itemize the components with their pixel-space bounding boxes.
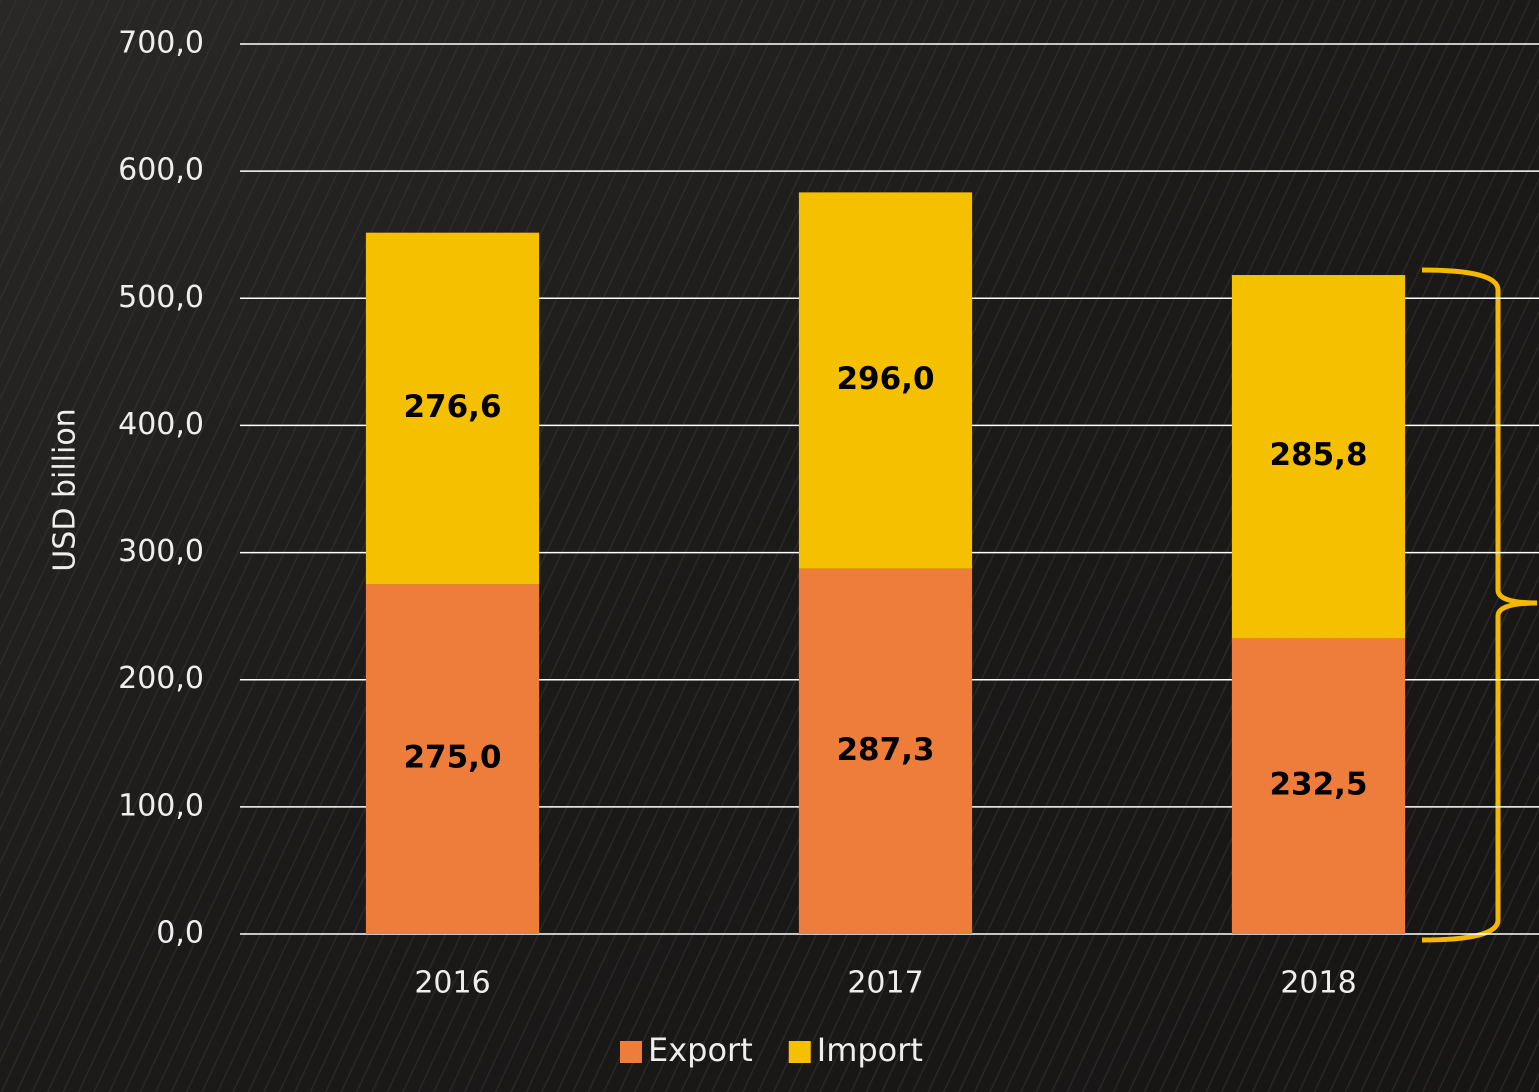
y-tick-label: 400,0 bbox=[118, 407, 204, 442]
data-label: 276,6 bbox=[403, 389, 501, 425]
y-tick-label: 600,0 bbox=[118, 153, 204, 188]
y-tick-label: 500,0 bbox=[118, 280, 204, 315]
bar-segment bbox=[798, 192, 973, 569]
x-tick-label: 2017 bbox=[847, 966, 923, 1001]
data-label: 232,5 bbox=[1269, 767, 1367, 803]
bar-segment bbox=[1231, 638, 1406, 934]
y-tick-label: 100,0 bbox=[118, 788, 204, 823]
y-tick-label: 300,0 bbox=[118, 534, 204, 569]
bar-segment bbox=[365, 584, 540, 934]
y-axis-label: USD billion bbox=[48, 408, 83, 571]
legend-label: Import bbox=[817, 1031, 923, 1069]
x-tick-label: 2018 bbox=[1280, 966, 1356, 1001]
bar-segment bbox=[798, 568, 973, 934]
data-label: 296,0 bbox=[836, 361, 934, 397]
x-tick-label: 2016 bbox=[414, 966, 490, 1001]
y-tick-label: 0,0 bbox=[156, 916, 204, 951]
bar-segment bbox=[1231, 275, 1406, 639]
y-tick-label: 700,0 bbox=[118, 26, 204, 61]
y-tick-label: 200,0 bbox=[118, 661, 204, 696]
bracket bbox=[1421, 267, 1538, 943]
legend-swatch bbox=[788, 1041, 811, 1063]
bar-segment bbox=[365, 232, 540, 585]
plot-area: 0,0 100,0 200,0 300,0 400,0 500,0 600,0 700,0 20… bbox=[118, 26, 1539, 1069]
data-label: 275,0 bbox=[403, 740, 501, 776]
legend-swatch bbox=[620, 1041, 642, 1063]
data-label: 285,8 bbox=[1269, 437, 1367, 473]
data-label: 287,3 bbox=[836, 732, 934, 768]
legend-label: Export bbox=[648, 1031, 753, 1069]
